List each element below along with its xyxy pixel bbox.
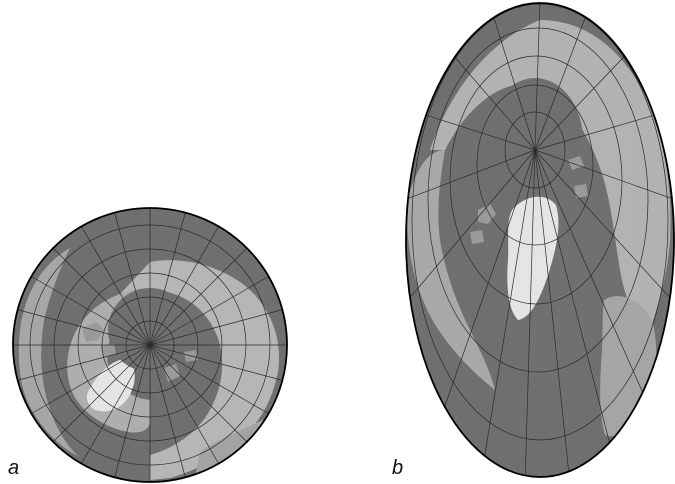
map-panel-b — [405, 2, 675, 478]
graticule-meridians-b — [406, 3, 674, 477]
map-panel-a — [12, 207, 288, 483]
graticule-meridians-a — [13, 208, 287, 482]
map-outline-b — [405, 2, 675, 478]
panel-label-b: b — [392, 457, 404, 479]
map-outline-a — [12, 207, 288, 483]
panel-label-a: a — [8, 457, 20, 479]
